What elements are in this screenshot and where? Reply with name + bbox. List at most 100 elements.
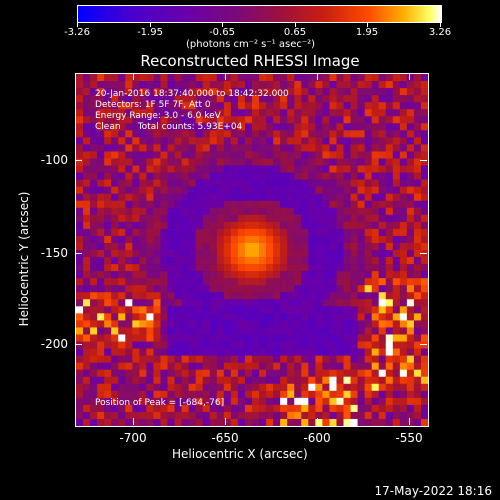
heatmap-pixel [153,362,161,370]
heatmap-pixel [104,235,112,244]
heatmap-pixel [315,130,323,138]
heatmap-pixel [378,271,387,279]
heatmap-pixel [350,306,358,314]
heatmap-pixel [160,102,168,110]
heatmap-pixel [90,348,98,356]
heatmap-pixel [83,130,91,138]
heatmap-pixel [97,130,105,138]
heatmap-pixel [97,116,105,124]
heatmap-pixel [364,242,372,251]
heatmap-pixel [195,200,204,209]
heatmap-pixel [244,271,253,279]
heatmap-pixel [392,390,401,399]
heatmap-pixel [259,369,267,378]
heatmap-pixel [202,144,211,152]
heatmap-pixel [90,221,98,230]
heatmap-pixel [371,74,380,82]
heatmap-pixel [343,200,351,209]
heatmap-pixel [392,144,401,152]
heatmap-pixel [216,214,225,223]
heatmap-pixel [139,390,147,399]
heatmap-pixel [385,369,394,378]
heatmap-pixel [125,242,133,251]
heatmap-pixel [364,186,372,194]
heatmap-pixel [118,172,126,180]
heatmap-pixel [287,355,295,363]
heatmap-pixel [287,74,295,82]
heatmap-pixel [406,242,415,251]
heatmap-pixel [385,299,394,307]
heatmap-pixel [83,88,91,96]
heatmap-pixel [216,137,225,145]
heatmap-pixel [181,123,189,131]
heatmap-pixel [350,235,358,244]
colorbar-tick-label: 0.65 [283,27,307,38]
heatmap-pixel [195,411,204,420]
heatmap-pixel [139,334,147,342]
heatmap-pixel [244,165,253,173]
heatmap-pixel [336,221,344,230]
heatmap-pixel [287,362,295,370]
heatmap-pixel [378,193,387,202]
heatmap-pixel [174,172,182,180]
heatmap-pixel [153,348,161,356]
heatmap-pixel [329,137,337,145]
heatmap-pixel [125,292,133,300]
heatmap-pixel [223,116,232,124]
heatmap-pixel [259,193,267,202]
heatmap-pixel [132,306,140,314]
heatmap-pixel [301,292,309,300]
heatmap-pixel [259,102,267,110]
heatmap-pixel [230,137,239,145]
heatmap-pixel [420,320,428,328]
heatmap-pixel [216,81,225,89]
heatmap-pixel [301,306,309,314]
heatmap-pixel [350,348,358,356]
heatmap-pixel [195,81,204,89]
heatmap-pixel [146,355,154,363]
heatmap-pixel [273,271,281,279]
heatmap-pixel [385,264,394,272]
heatmap-pixel [308,186,316,194]
heatmap-pixel [195,214,204,223]
heatmap-pixel [202,207,211,216]
heatmap-pixel [336,390,344,399]
heatmap-pixel [287,299,295,307]
heatmap-pixel [413,116,422,124]
heatmap-pixel [83,81,91,89]
heatmap-pixel [420,151,428,159]
heatmap-pixel [392,397,401,406]
heatmap-pixel [209,390,218,399]
heatmap-pixel [322,320,330,328]
heatmap-pixel [357,81,365,89]
heatmap-pixel [413,228,422,237]
heatmap-pixel [202,242,211,251]
heatmap-pixel [146,137,154,145]
heatmap-pixel [125,88,133,96]
heatmap-pixel [111,109,119,117]
heatmap-pixel [237,172,246,180]
heatmap-pixel [399,306,408,314]
heatmap-pixel [322,264,330,272]
heatmap-pixel [188,116,196,124]
heatmap-pixel [223,137,232,145]
heatmap-pixel [97,411,105,420]
heatmap-pixel [174,327,182,335]
colorbar-tick-label: 3.26 [428,27,452,38]
heatmap-pixel [237,306,246,314]
heatmap-pixel [364,102,372,110]
heatmap-pixel [244,397,253,406]
heatmap-pixel [111,376,119,385]
heatmap-pixel [223,264,232,272]
heatmap-pixel [160,292,168,300]
heatmap-pixel [132,278,140,286]
heatmap-pixel [273,376,281,385]
heatmap-pixel [287,242,295,251]
heatmap-pixel [259,376,267,385]
heatmap-pixel [167,376,175,385]
heatmap-pixel [329,397,337,406]
heatmap-pixel [160,278,168,286]
heatmap-pixel [287,348,295,356]
heatmap-pixel [209,250,218,258]
heatmap-pixel [322,186,330,194]
